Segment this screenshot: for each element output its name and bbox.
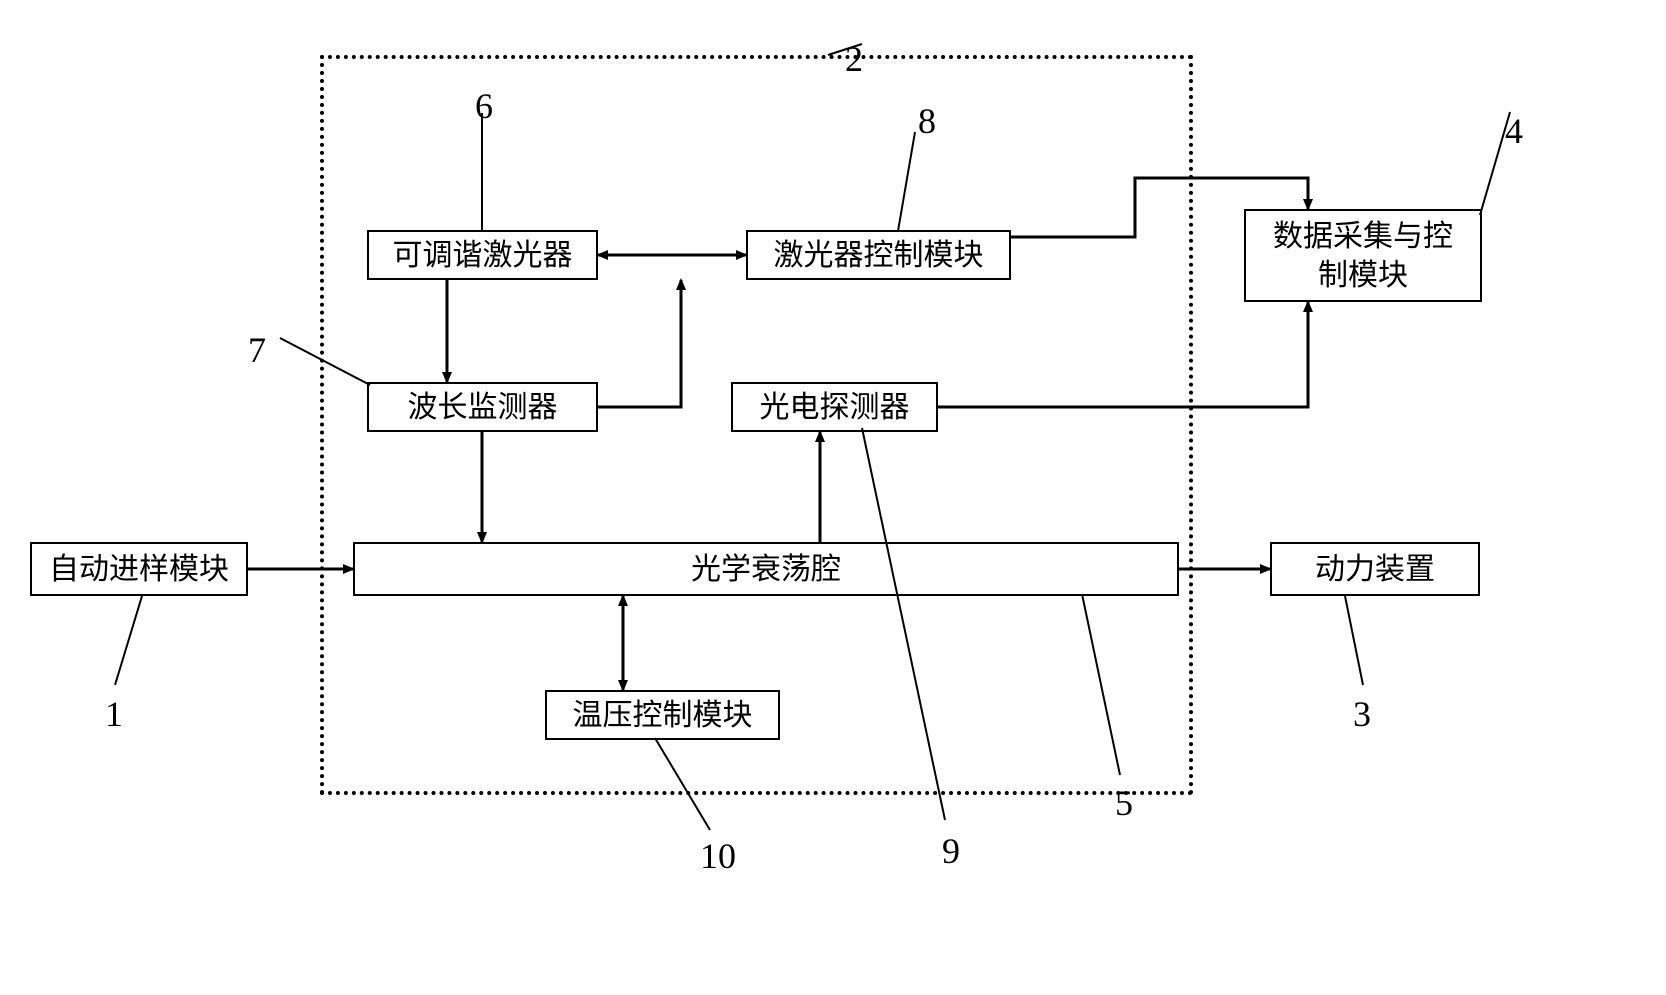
label-l3: 3 (1353, 693, 1371, 735)
leader-lead_1 (115, 596, 142, 685)
box-b5: 光学衰荡腔 (353, 542, 1179, 596)
box-b10: 温压控制模块 (545, 690, 780, 740)
box-b8: 激光器控制模块 (746, 230, 1011, 280)
box-b6: 可调谐激光器 (367, 230, 598, 280)
label-l7: 7 (248, 329, 266, 371)
label-l9: 9 (942, 830, 960, 872)
label-l4: 4 (1505, 110, 1523, 152)
label-l2: 2 (845, 38, 863, 80)
box-b3: 动力装置 (1270, 542, 1480, 596)
box-b4: 数据采集与控制模块 (1244, 209, 1482, 302)
box-b9: 光电探测器 (731, 382, 938, 432)
label-l5: 5 (1115, 782, 1133, 824)
label-l1: 1 (105, 693, 123, 735)
label-l8: 8 (918, 100, 936, 142)
label-l10: 10 (700, 835, 736, 877)
label-l6: 6 (475, 85, 493, 127)
box-b1: 自动进样模块 (30, 542, 248, 596)
diagram-canvas: 自动进样模块 动力装置 数据采集与控制模块光学衰荡腔 可调谐激光器波长监测器 激光器控制… (0, 0, 1666, 995)
leader-lead_3 (1345, 596, 1363, 685)
box-b7: 波长监测器 (367, 382, 598, 432)
